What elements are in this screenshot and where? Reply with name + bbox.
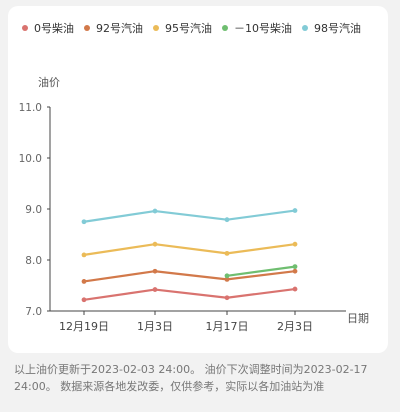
x-tick-label: 1月17日	[206, 320, 249, 333]
legend-label: 92号汽油	[96, 22, 143, 35]
series-line-0	[82, 287, 297, 301]
data-point	[292, 264, 298, 270]
data-point	[224, 273, 230, 279]
data-point	[81, 219, 87, 225]
series-line-4	[82, 209, 297, 223]
legend-item-1[interactable]: 92号汽油	[84, 20, 143, 36]
y-tick-label: 9.0	[25, 204, 42, 216]
legend-dot	[302, 25, 308, 31]
x-axis-title: 日期	[347, 312, 369, 325]
legend-item-3[interactable]: －10号柴油	[222, 20, 292, 36]
legend-label: 0号柴油	[34, 22, 74, 35]
y-tick-label: 8.0	[25, 255, 42, 267]
data-point	[292, 241, 298, 247]
x-tick-label: 1月3日	[137, 320, 173, 333]
data-point	[292, 268, 298, 274]
data-point	[224, 250, 230, 256]
legend-item-2[interactable]: 95号汽油	[153, 20, 212, 36]
y-axis-title: 油价	[38, 75, 60, 89]
y-tick-label: 11.0	[19, 102, 42, 114]
series-line-1	[82, 270, 297, 283]
update-footnote: 以上油价更新于2023-02-03 24:00。 油价下次调整时间为2023-0…	[14, 363, 368, 393]
x-tick-label: 2月3日	[277, 320, 313, 333]
x-tick-label: 12月19日	[59, 320, 109, 333]
data-point	[81, 297, 87, 303]
data-point	[292, 208, 298, 213]
data-point	[152, 287, 158, 292]
legend-label: －10号柴油	[234, 22, 292, 35]
legend-dot	[84, 25, 90, 31]
data-point	[152, 208, 158, 214]
legend-label: 95号汽油	[165, 22, 212, 35]
legend-item-4[interactable]: 98号汽油	[302, 20, 361, 36]
data-point	[224, 217, 230, 223]
chart-card: 0号柴油 92号汽油 95号汽油 －10号柴油 98号汽油 油价日期 7.0 8.0 9.0 1…	[8, 6, 388, 353]
legend-label: 98号汽油	[314, 22, 361, 35]
data-point	[292, 286, 298, 292]
legend-item-0[interactable]: 0号柴油	[22, 20, 74, 36]
data-point	[152, 268, 158, 274]
legend-dot	[153, 25, 159, 31]
data-point	[224, 295, 230, 301]
legend: 0号柴油 92号汽油 95号汽油 －10号柴油 98号汽油	[22, 20, 380, 36]
series-line-2	[82, 243, 297, 256]
legend-dot	[22, 25, 28, 31]
legend-dot	[222, 25, 228, 31]
y-tick-label: 10.0	[19, 153, 42, 165]
y-tick-label: 7.0	[25, 306, 42, 318]
data-point	[81, 279, 87, 284]
data-point	[152, 241, 158, 247]
data-point	[224, 276, 230, 282]
data-point	[81, 252, 87, 258]
series-line-3	[225, 265, 297, 277]
